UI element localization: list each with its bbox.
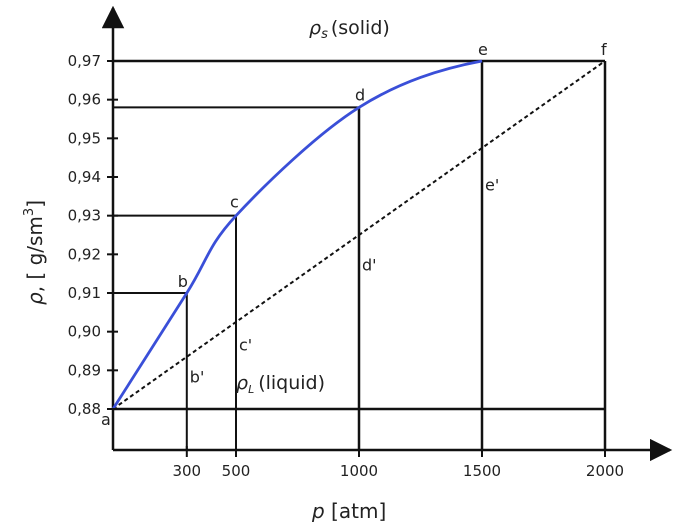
point-label-a: a: [101, 410, 111, 429]
point-label-d: d: [355, 85, 365, 104]
liquid-label: ρL (liquid): [236, 372, 325, 396]
y-tick-label: 0,94: [68, 168, 101, 186]
y-tick-label: 0,92: [68, 245, 101, 263]
x-tick-label: 1500: [463, 462, 501, 480]
y-tick-label: 0,95: [68, 129, 101, 147]
y-tick-label: 0,90: [68, 323, 101, 341]
x-tick-label: 300: [172, 462, 201, 480]
y-tick-label: 0,88: [68, 400, 101, 418]
density-curve: [111, 59, 483, 410]
point-label-b: b: [178, 272, 188, 291]
y-tick-label: 0,89: [68, 361, 101, 379]
y-tick-label: 0,97: [68, 52, 101, 70]
x-axis-title: p [atm]: [311, 499, 386, 523]
y-tick-label: 0,96: [68, 91, 101, 109]
point-label-f: f: [601, 40, 607, 59]
y-tick-label: 0,91: [68, 284, 101, 302]
point-label-e: e: [478, 40, 488, 59]
point-label-c: c: [230, 193, 239, 212]
density-curve-group: [111, 59, 483, 410]
x-tick-label: 2000: [586, 462, 624, 480]
y-axis-title: ρ, [ g/sm3]: [22, 200, 47, 305]
vertical-guide-lines: [185, 61, 607, 450]
chord-label: b': [190, 367, 205, 386]
y-tick-label: 0,93: [68, 207, 101, 225]
x-tick-label: 500: [222, 462, 251, 480]
y-ticks: 0,88 0,89 0,90 0,91 0,92 0,93 0,94 0,95 0,96 0,97: [68, 52, 118, 418]
chord-label: d': [362, 255, 377, 274]
secant-a-f: [112, 60, 606, 410]
chord-label: e': [485, 176, 499, 195]
chord-label: c': [239, 335, 252, 354]
point-labels: a b c d e f b' c' d' e': [101, 40, 607, 429]
solid-label: ρs (solid): [309, 17, 390, 42]
x-ticks: 300 500 1000 1500 2000: [172, 446, 624, 480]
x-tick-label: 1000: [340, 462, 378, 480]
